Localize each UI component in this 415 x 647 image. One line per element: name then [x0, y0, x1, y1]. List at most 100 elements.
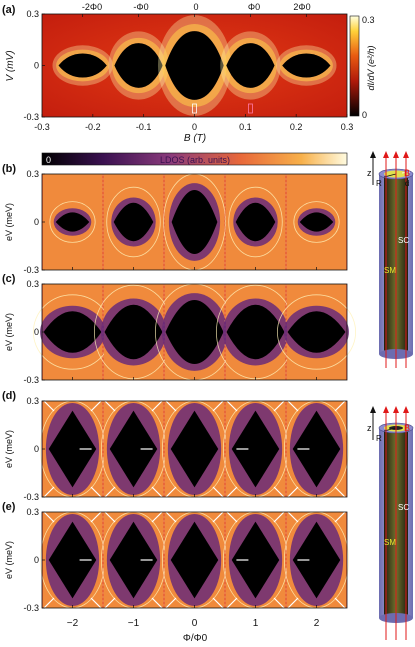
ytick-label: -0.3	[23, 603, 39, 613]
ytick-label: 0.3	[26, 169, 39, 179]
schematic-bottom-SC: SC	[398, 503, 409, 512]
panel-ylabel: eV (meV)	[4, 430, 14, 468]
crossing-line	[104, 400, 116, 412]
cell-arc	[49, 201, 96, 243]
crossing-line	[104, 597, 116, 609]
crossing-line	[334, 400, 346, 412]
lobe-gap	[226, 43, 275, 88]
ldos-colorbar	[41, 152, 348, 166]
panel-a-heatmap	[42, 14, 347, 117]
crossing-line	[273, 511, 285, 523]
crossing-line	[212, 400, 224, 412]
cell-gap	[104, 304, 163, 360]
schematic-bottom-SM: SM	[384, 538, 396, 547]
crossing-line	[212, 486, 224, 498]
crossing-line	[165, 486, 177, 498]
schematic-top-R: R	[376, 179, 382, 188]
crossing-line	[151, 486, 163, 498]
panel-a-colorbar-max: 0.3	[362, 15, 375, 25]
panel-label-b: (b)	[2, 163, 16, 175]
crossing-line	[334, 511, 346, 523]
crossing-line	[165, 400, 177, 412]
cell-gap	[170, 410, 219, 488]
b-field-arrowhead	[383, 406, 389, 413]
panel-d: (d) -0.3 0 0.3 eV (meV)	[2, 390, 350, 502]
schematic-top-d: d	[405, 179, 409, 188]
panel-a-axes: -0.3 -0.2 -0.1 0 0.1 0.2 0.3 -0.3 0 0.3	[23, 9, 353, 132]
b-field-arrows-top	[383, 151, 409, 368]
cell-gap	[165, 300, 224, 364]
xtick-label: -0.2	[85, 122, 101, 132]
ytick-label: -0.3	[23, 375, 39, 385]
cell-gap	[292, 521, 341, 599]
crossing-line	[212, 597, 224, 609]
schematic-bottom-B: B	[404, 423, 410, 433]
crossing-line	[165, 597, 177, 609]
schematic-bottom-R: R	[376, 434, 382, 443]
crossing-line	[226, 511, 238, 523]
schematic-bottom-z: z	[367, 423, 372, 433]
cell-gap	[226, 304, 285, 360]
panel-a-xlabel: B (T)	[184, 133, 206, 144]
panel-c: (c) -0.3 0 0.3 eV (meV)	[2, 273, 357, 385]
top-tick-p2: 2Φ0	[293, 2, 310, 12]
xtick-label: 2	[314, 618, 320, 629]
lobe-gap	[114, 43, 163, 88]
schematic-top-z: z	[367, 168, 372, 178]
schematic-top: z B R d SC SM	[367, 151, 414, 368]
crossing-line	[287, 511, 299, 523]
cell-gap	[299, 212, 334, 232]
b-field-arrowhead	[383, 151, 389, 158]
panel-label-e: (e)	[2, 501, 16, 513]
ytick-label: 0.3	[26, 9, 39, 19]
crossing-line	[151, 597, 163, 609]
cell-gap	[170, 521, 219, 599]
cell-gap	[48, 410, 97, 488]
ytick-label: -0.3	[23, 265, 39, 275]
cell-gap	[113, 202, 154, 242]
crossing-line	[104, 511, 116, 523]
top-tick-m1: -Φ0	[133, 2, 148, 12]
ytick-label: 0	[34, 61, 39, 71]
schematic-top-SM: SM	[384, 266, 396, 275]
cell-gap	[171, 190, 218, 254]
crossing-line	[226, 486, 238, 498]
z-arrowhead	[370, 406, 376, 413]
ytick-label: 0.3	[26, 396, 39, 406]
crossing-line	[43, 597, 55, 609]
xtick-label: -0.1	[136, 122, 152, 132]
cell-gap	[235, 202, 276, 242]
b-field-arrowhead	[393, 406, 399, 413]
xtick-label: -0.3	[34, 122, 50, 132]
crossing-line	[90, 511, 102, 523]
ldos-colorbar-min: 0	[46, 155, 51, 165]
crossing-line	[287, 597, 299, 609]
panel-label-c: (c)	[2, 273, 16, 285]
panels-bcde: (b)-0.300.3eV (meV)(c)-0.300.3eV (meV)(d…	[2, 163, 357, 629]
cell-gap	[287, 311, 346, 353]
top-tick-m2: -2Φ0	[82, 2, 102, 12]
crossing-line	[334, 486, 346, 498]
crossing-line	[90, 400, 102, 412]
lobe-gap	[58, 53, 107, 78]
top-tick-p1: Φ0	[248, 2, 260, 12]
b-field-arrowhead	[403, 406, 409, 413]
crossing-line	[273, 486, 285, 498]
panel-e: (e) -0.3 0 0.3 eV (meV) −2 −1 0 1 2	[2, 501, 350, 629]
cell-gap	[109, 410, 158, 488]
crossing-line	[273, 597, 285, 609]
xtick-label: 0	[192, 122, 197, 132]
schematic-bottom: z B R SC SM	[367, 406, 414, 640]
ytick-label: -0.3	[23, 492, 39, 502]
crossing-line	[43, 486, 55, 498]
crossing-line	[287, 400, 299, 412]
panel-ylabel: eV (meV)	[4, 203, 14, 241]
crossing-line	[226, 400, 238, 412]
top-tick-0: 0	[193, 2, 198, 12]
crossing-line	[90, 597, 102, 609]
xtick-label: 0.1	[239, 122, 252, 132]
ytick-label: -0.3	[23, 112, 39, 122]
panels-xlabel: Φ/Φ0	[183, 633, 208, 644]
crossing-line	[104, 486, 116, 498]
